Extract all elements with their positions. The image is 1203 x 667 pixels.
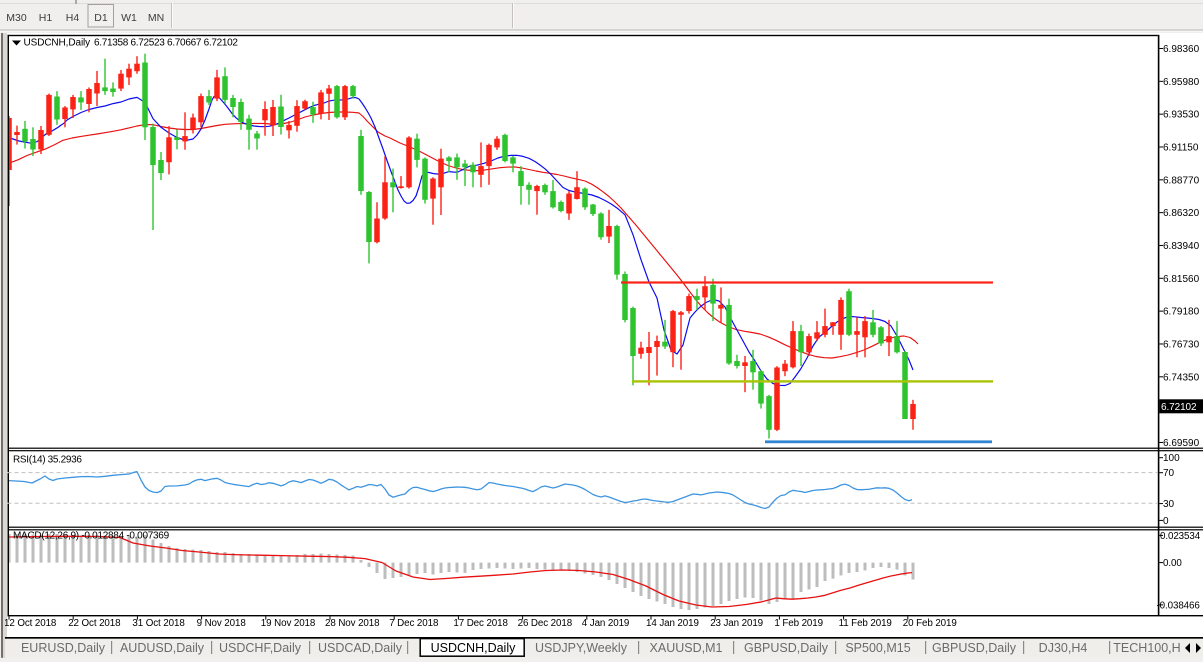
svg-text:19 Nov 2018: 19 Nov 2018 [261,618,316,629]
svg-text:6.72102: 6.72102 [1161,402,1197,413]
svg-text:SP500,M15: SP500,M15 [845,641,910,655]
svg-text:H4: H4 [66,12,80,24]
svg-text:14 Jan 2019: 14 Jan 2019 [646,618,699,629]
svg-text:GBPUSD,Daily: GBPUSD,Daily [744,641,829,655]
svg-text:30: 30 [1163,499,1175,510]
svg-text:20 Feb 2019: 20 Feb 2019 [903,618,957,629]
svg-text:-0.038466: -0.038466 [1157,600,1201,611]
svg-text:0.023534: 0.023534 [1160,531,1201,542]
svg-text:6.79180: 6.79180 [1163,307,1200,318]
svg-text:6.88770: 6.88770 [1163,175,1200,186]
svg-text:TECH100,H: TECH100,H [1113,641,1180,655]
svg-text:D1: D1 [94,12,108,24]
svg-text:USDCAD,Daily: USDCAD,Daily [318,641,403,655]
svg-text:XAUUSD,M1: XAUUSD,M1 [650,641,723,655]
svg-text:USDCNH,Daily: USDCNH,Daily [431,641,516,655]
svg-text:22 Oct 2018: 22 Oct 2018 [68,618,121,629]
svg-text:DJ30,H4: DJ30,H4 [1039,641,1088,655]
svg-text:MACD(12,26,9) -0.012884 -0.007: MACD(12,26,9) -0.012884 -0.007369 [13,530,170,541]
svg-text:USDCHF,Daily: USDCHF,Daily [219,641,302,655]
svg-text:6.98360: 6.98360 [1163,44,1200,55]
svg-text:11 Feb 2019: 11 Feb 2019 [839,618,892,629]
svg-text:17 Dec 2018: 17 Dec 2018 [453,618,508,629]
svg-text:GBPUSD,Daily: GBPUSD,Daily [932,641,1017,655]
svg-text:23 Jan 2019: 23 Jan 2019 [710,618,763,629]
svg-text:6.74350: 6.74350 [1163,372,1200,383]
svg-text:0: 0 [1163,516,1169,527]
svg-text:6.95980: 6.95980 [1163,77,1200,88]
svg-text:6.93530: 6.93530 [1163,110,1200,121]
svg-text:100: 100 [1163,453,1180,464]
svg-text:6.83940: 6.83940 [1163,241,1200,252]
svg-text:EURUSD,Daily: EURUSD,Daily [21,641,106,655]
svg-text:W1: W1 [121,12,137,24]
svg-text:70: 70 [1163,468,1175,479]
svg-text:6.76730: 6.76730 [1163,339,1200,350]
svg-text:6.69590: 6.69590 [1163,438,1200,449]
svg-text:6.91150: 6.91150 [1163,142,1199,153]
svg-text:MN: MN [148,12,164,24]
svg-text:USDJPY,Weekly: USDJPY,Weekly [535,641,628,655]
svg-text:USDCNH,Daily: USDCNH,Daily [24,37,91,48]
svg-text:H1: H1 [39,12,53,24]
svg-text:26 Dec 2018: 26 Dec 2018 [518,618,573,629]
svg-text:AUDUSD,Daily: AUDUSD,Daily [120,641,205,655]
svg-text:6.86320: 6.86320 [1163,208,1200,219]
svg-text:7 Dec 2018: 7 Dec 2018 [389,618,439,629]
svg-text:28 Nov 2018: 28 Nov 2018 [325,618,380,629]
svg-text:9 Nov 2018: 9 Nov 2018 [197,618,247,629]
svg-text:6.81560: 6.81560 [1163,274,1200,285]
svg-text:M30: M30 [6,12,27,24]
svg-text:1 Feb 2019: 1 Feb 2019 [774,618,823,629]
svg-text:4 Jan 2019: 4 Jan 2019 [582,618,629,629]
svg-text:RSI(14) 35.2936: RSI(14) 35.2936 [13,454,82,465]
svg-text:31 Oct 2018: 31 Oct 2018 [132,618,185,629]
svg-text:12 Oct 2018: 12 Oct 2018 [4,618,57,629]
svg-text:0.00: 0.00 [1163,558,1182,569]
svg-text:6.71358 6.72523 6.70667 6.7210: 6.71358 6.72523 6.70667 6.72102 [94,37,238,48]
